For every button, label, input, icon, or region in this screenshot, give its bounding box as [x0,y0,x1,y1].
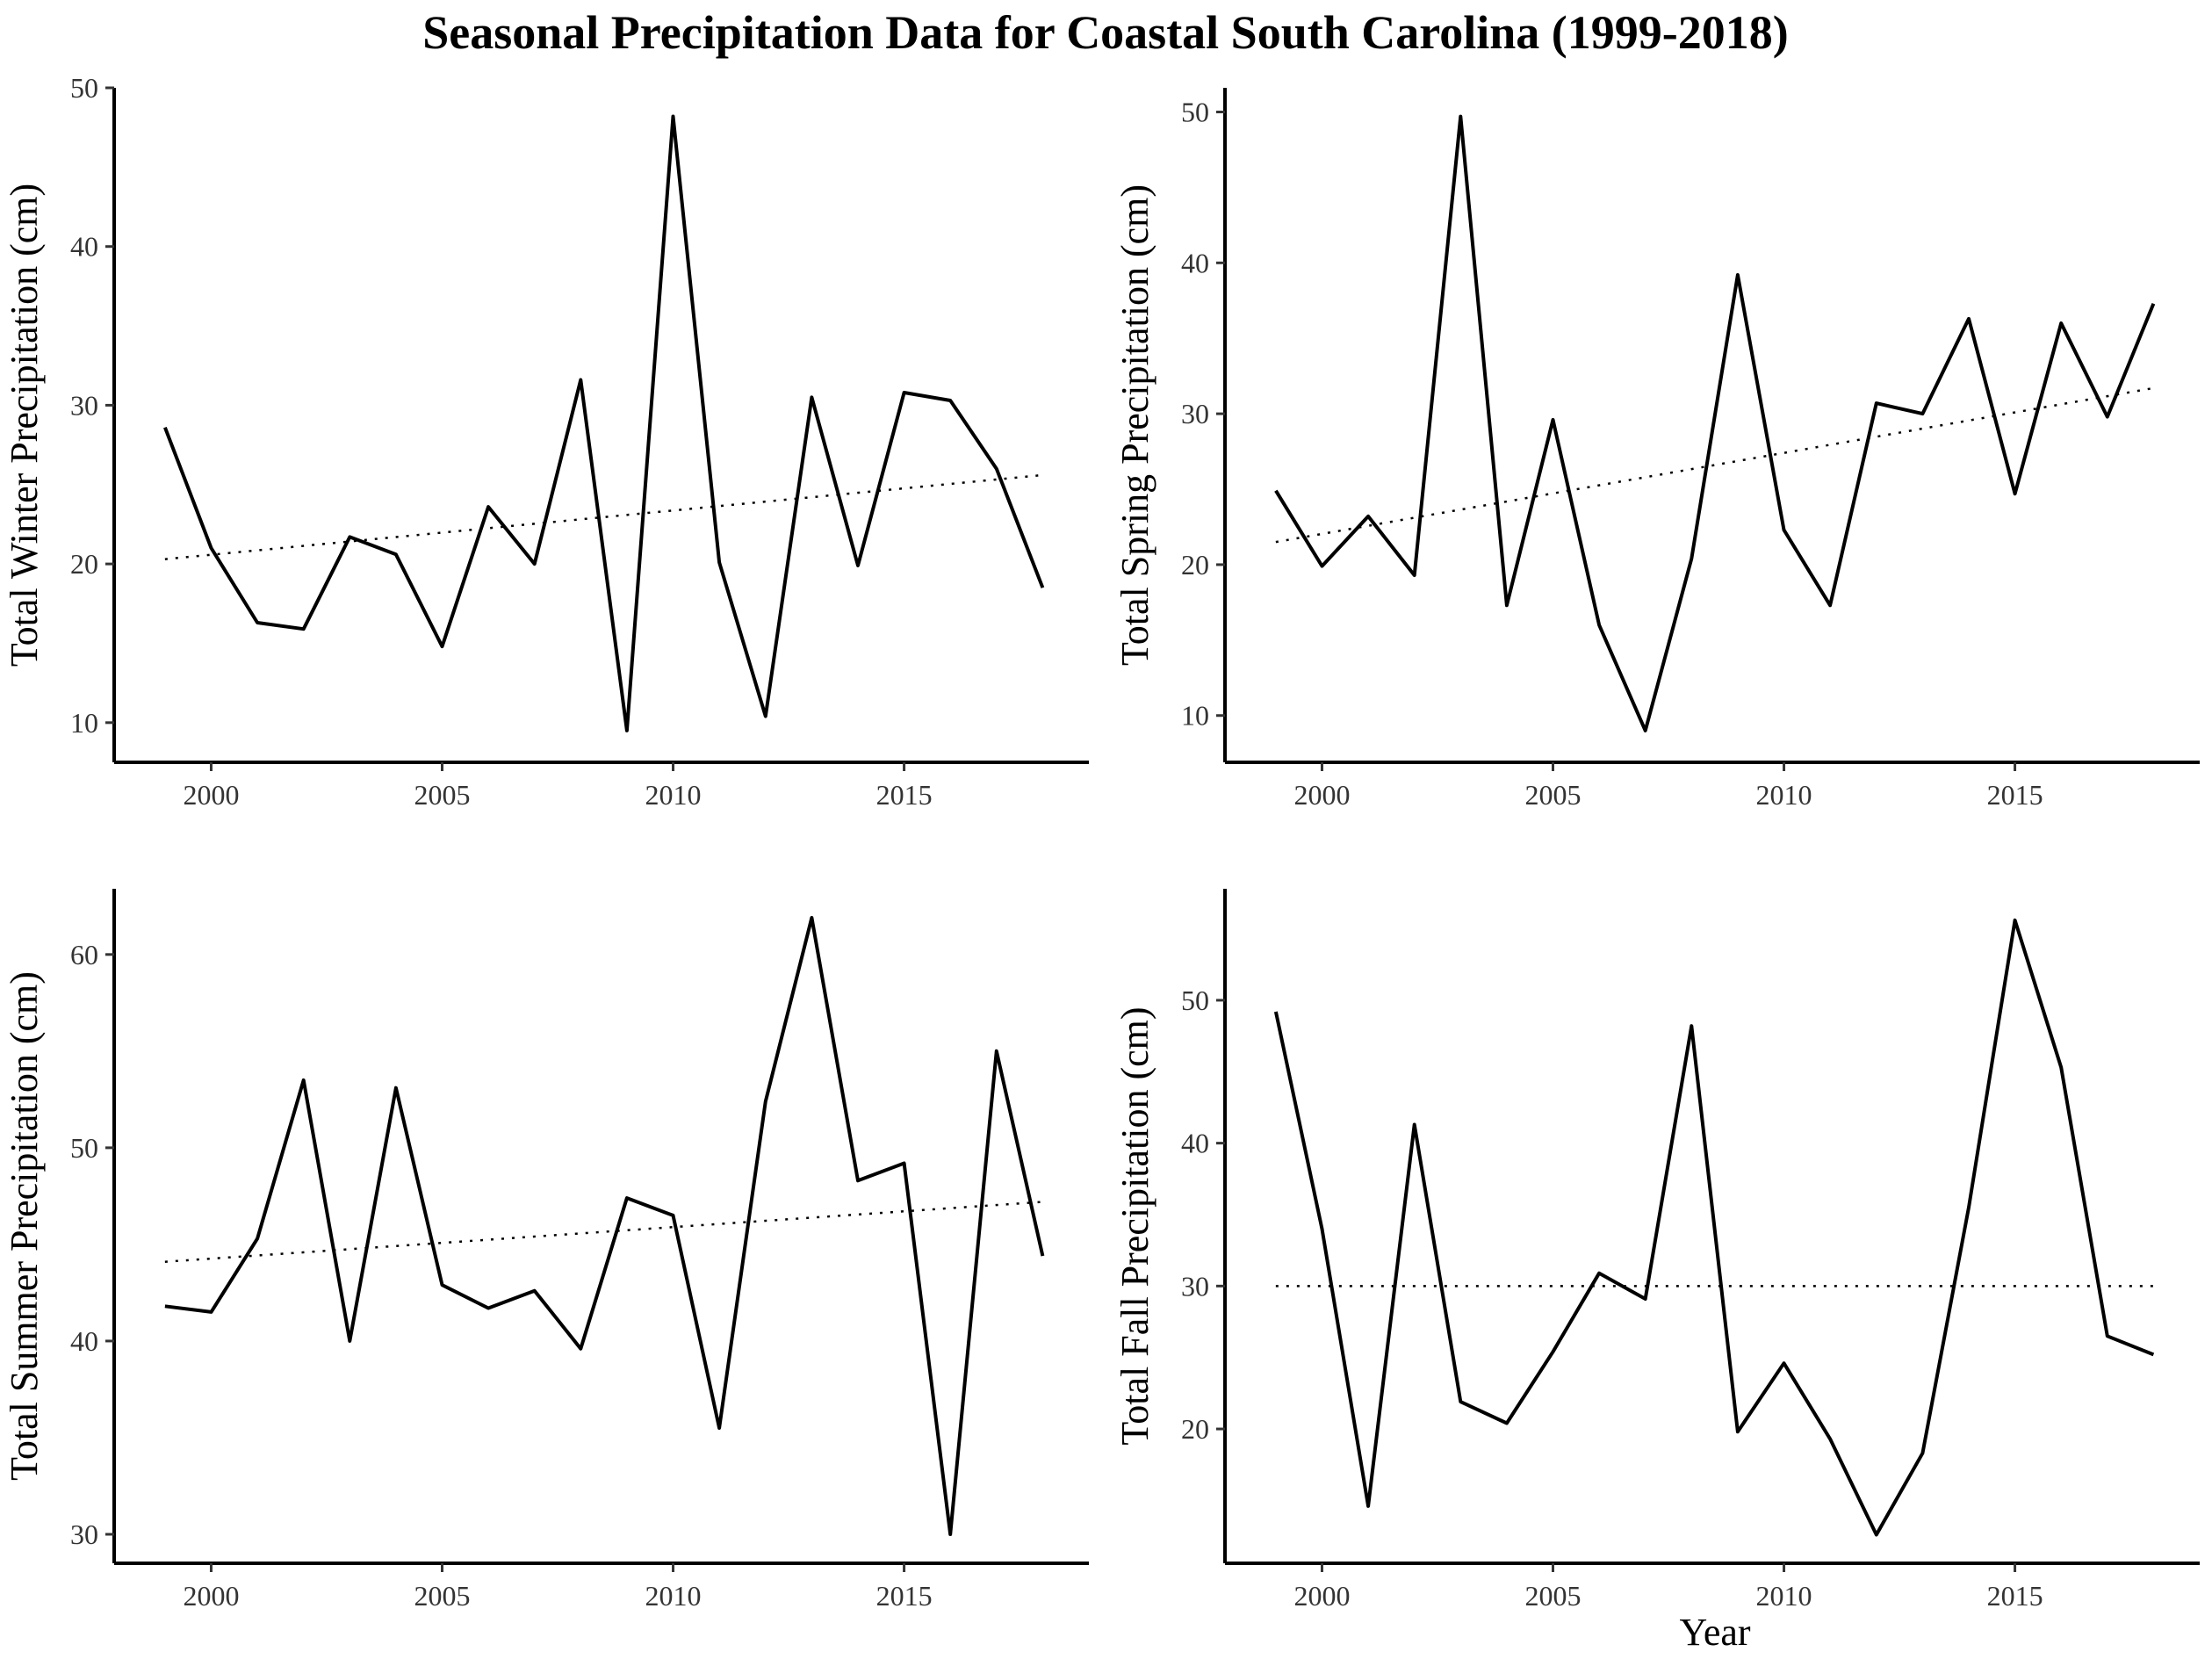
spring-x-tick-label: 2000 [1293,779,1350,811]
summer-y-axis-title: Total Summer Precipitation (cm) [3,971,46,1481]
spring-series-line [1274,114,2156,732]
winter-y-tick-label: 10 [70,707,98,739]
fall-x-tick-label: 2000 [1293,1580,1350,1612]
fall-y-tick-label: 40 [1181,1128,1209,1159]
fall-series-line [1273,918,2155,1537]
chart-title: Seasonal Precipitation Data for Coastal … [422,6,1789,59]
winter-panel: 10 20 30 40 50 2000 2005 2010 2015 Total Winter P… [3,72,1089,811]
winter-y-tick-label: 50 [70,72,98,104]
summer-x-tick-label: 2005 [414,1580,471,1612]
winter-x-tick-label: 2000 [183,779,239,811]
spring-y-tick-label: 20 [1181,549,1209,581]
fall-y-tick-label: 50 [1181,985,1209,1016]
winter-series-line [163,114,1045,732]
spring-x-tick-label: 2010 [1756,779,1812,811]
winter-x-tick-label: 2015 [876,779,933,811]
x-axis-title: Year [1679,1611,1750,1654]
fall-y-tick-label: 20 [1181,1413,1209,1445]
winter-x-tick-label: 2005 [414,779,471,811]
winter-x-tick-label: 2010 [645,779,702,811]
spring-y-tick-label: 30 [1181,398,1209,429]
fall-x-tick-label: 2005 [1525,1580,1582,1612]
summer-x-tick-label: 2010 [645,1580,702,1612]
summer-y-tick-label: 50 [70,1132,98,1164]
summer-panel: 30 40 50 60 2000 2005 2010 2015 Total Summer Pre… [3,889,1089,1612]
spring-y-tick-label: 50 [1181,96,1209,127]
spring-x-tick-label: 2015 [1987,779,2043,811]
spring-y-tick-label: 40 [1181,247,1209,278]
summer-y-tick-label: 60 [70,939,98,970]
summer-y-tick-label: 40 [70,1325,98,1357]
spring-y-tick-label: 10 [1181,700,1209,732]
spring-x-tick-label: 2005 [1525,779,1582,811]
summer-x-tick-label: 2015 [876,1580,933,1612]
fall-y-axis-title: Total Fall Precipitation (cm) [1113,1006,1156,1445]
fall-x-tick-label: 2010 [1756,1580,1812,1612]
winter-y-axis-title: Total Winter Precipitation (cm) [3,184,46,667]
winter-y-tick-label: 40 [70,231,98,263]
fall-panel: 20 30 40 50 2000 2005 2010 2015 Total Fall Preci… [1113,889,2200,1612]
summer-x-tick-label: 2000 [183,1580,239,1612]
spring-y-axis-title: Total Spring Precipitation (cm) [1113,184,1156,666]
fall-x-tick-label: 2015 [1987,1580,2043,1612]
fall-y-tick-label: 30 [1181,1270,1209,1302]
winter-y-tick-label: 20 [70,548,98,580]
summer-y-tick-label: 30 [70,1518,98,1550]
spring-panel: 10 20 30 40 50 2000 2005 2010 2015 Total Spring P… [1113,88,2200,811]
summer-series-line [164,916,1045,1536]
winter-y-tick-label: 30 [70,389,98,421]
